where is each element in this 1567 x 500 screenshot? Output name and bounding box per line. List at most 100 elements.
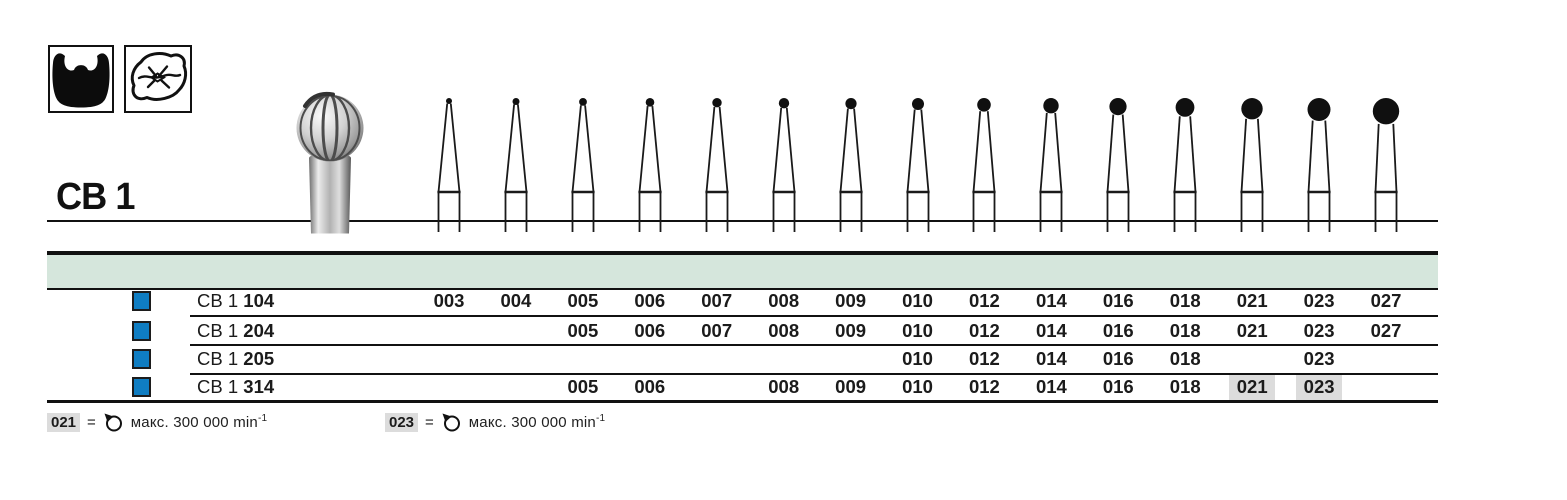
crown-cavity-glyph <box>52 53 110 108</box>
bur-head <box>844 98 857 110</box>
bur-head <box>778 98 789 109</box>
size-cell: 018 <box>1169 319 1201 341</box>
bur-figure <box>705 98 729 232</box>
footnotes-row: 021 = макс. 300 000 min-1 023 = макс. 30… <box>0 409 1567 439</box>
bur-figure <box>437 98 461 232</box>
row-label-code: 205 <box>243 348 275 369</box>
size-cell: 009 <box>835 376 867 398</box>
table-row: CB 1 104 003 004 005 006 007 008 009 010 012 014 01… <box>47 286 1438 315</box>
bur-figure <box>838 98 863 232</box>
size-cell: 010 <box>902 376 933 398</box>
row-label: CB 1 104 <box>197 286 274 315</box>
row-label-prefix: CB 1 <box>197 376 244 398</box>
size-cell: 010 <box>902 319 933 341</box>
row-label: CB 1 205 <box>197 346 274 373</box>
size-cell: 010 <box>902 348 933 369</box>
bur-head <box>1241 98 1263 120</box>
table-header-band <box>47 251 1438 290</box>
bur-head <box>578 98 587 106</box>
row-label: CB 1 314 <box>197 375 274 401</box>
bur-head <box>645 98 655 107</box>
size-cell: 009 <box>835 319 867 341</box>
bur-figure <box>905 98 930 232</box>
equals-sign: = <box>425 413 434 431</box>
bur-head <box>512 98 520 105</box>
bur-figure <box>504 98 528 232</box>
size-cell: 018 <box>1169 289 1201 311</box>
row-label: CB 1 204 <box>197 318 274 344</box>
footnote-text: макс. 300 000 min-1 <box>130 413 268 431</box>
bur-head <box>911 98 924 110</box>
occlusal-surface-glyph <box>130 52 188 101</box>
figure-baseline <box>47 220 1438 222</box>
size-cell: 016 <box>1102 319 1134 341</box>
footnote-text: макс. 300 000 min-1 <box>468 413 606 431</box>
bur-head <box>1307 98 1331 121</box>
size-cell: 012 <box>968 319 1000 341</box>
bur-head <box>711 98 722 108</box>
size-cell: 012 <box>968 289 1000 311</box>
row-label-code: 314 <box>243 376 275 398</box>
series-title: CB 1 <box>56 176 135 218</box>
equals-sign: = <box>87 413 96 431</box>
size-cell: 009 <box>835 289 867 311</box>
size-cell: 016 <box>1102 376 1134 398</box>
size-cell: 021 <box>1236 289 1268 311</box>
rotation-speed-icon <box>442 413 460 431</box>
bur-head <box>1175 98 1195 117</box>
bur-figure <box>972 98 996 232</box>
size-cell: 005 <box>567 319 599 341</box>
size-cell: 007 <box>701 319 733 341</box>
footnote-size-chip: 021 <box>47 412 81 432</box>
size-cell: 008 <box>768 319 800 341</box>
rotation-speed-icon <box>104 413 122 431</box>
bur-figure <box>1173 98 1197 232</box>
size-cell: 005 <box>567 376 599 398</box>
size-cell: 023 <box>1303 348 1335 369</box>
size-cell: 003 <box>433 289 465 311</box>
bur-figure <box>1372 98 1400 232</box>
product-marker <box>132 290 151 311</box>
size-cell: 023 <box>1296 374 1343 400</box>
size-cell: 012 <box>968 348 1000 369</box>
row-label-code: 104 <box>243 289 275 311</box>
size-cell: 021 <box>1229 374 1276 400</box>
row-separator <box>190 372 1438 375</box>
row-label-code: 204 <box>243 319 275 341</box>
size-cell: 023 <box>1303 289 1335 311</box>
size-cell: 023 <box>1303 319 1335 341</box>
size-cell: 014 <box>1035 348 1067 369</box>
row-label-prefix: CB 1 <box>197 289 244 311</box>
occlusal-surface-icon <box>124 45 192 113</box>
size-cell: 014 <box>1035 289 1067 311</box>
bur-figure <box>1106 98 1130 232</box>
size-cell: 005 <box>567 289 599 311</box>
bur-photo <box>296 91 364 234</box>
product-marker <box>132 320 151 341</box>
size-cell: 012 <box>968 376 1000 398</box>
size-cell: 016 <box>1102 348 1134 369</box>
bur-head <box>446 98 452 104</box>
size-cell: 004 <box>500 289 532 311</box>
size-cell: 021 <box>1236 319 1268 341</box>
bur-head <box>1109 98 1127 116</box>
product-marker <box>132 377 151 398</box>
size-cell: 016 <box>1102 289 1134 311</box>
bur-head <box>1372 98 1400 125</box>
bur-figure <box>1307 98 1331 232</box>
footnote-item: 021 = макс. 300 000 min-1 <box>47 409 267 435</box>
size-cell: 008 <box>768 376 800 398</box>
crown-cavity-icon <box>48 45 114 113</box>
size-cell: 018 <box>1169 376 1201 398</box>
size-cell: 014 <box>1035 376 1067 398</box>
size-cell: 027 <box>1370 289 1402 311</box>
bur-figure <box>638 98 662 232</box>
size-cell: 014 <box>1035 319 1067 341</box>
bur-figure <box>772 98 796 232</box>
bur-figure <box>1240 98 1264 232</box>
bur-head <box>1043 98 1060 114</box>
bur-head <box>977 98 992 112</box>
row-label-prefix: CB 1 <box>197 319 244 341</box>
product-marker <box>132 349 151 369</box>
